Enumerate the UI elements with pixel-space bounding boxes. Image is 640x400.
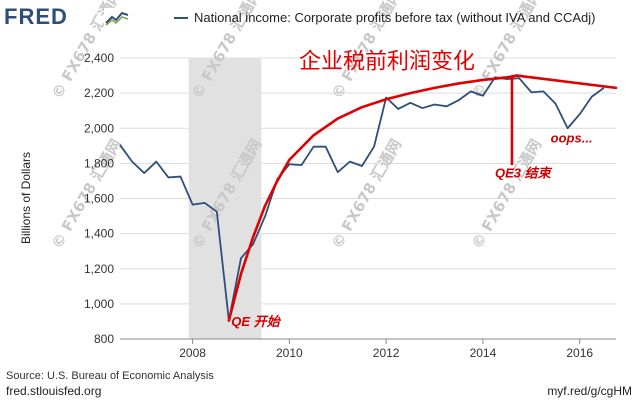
y-tick-label: 1,600	[84, 192, 114, 206]
y-tick-label: 2,200	[84, 86, 114, 100]
annotation-label: QE3 结束	[495, 165, 553, 180]
watermark-text: © FX678 汇通网	[468, 136, 545, 252]
x-tick-label: 2010	[276, 346, 303, 360]
annotation-layer: 企业税前利润变化 QE 开始 QE3 结束 oops...	[231, 50, 592, 329]
annotation-label: QE 开始	[231, 314, 281, 329]
x-tick-label: 2016	[566, 346, 593, 360]
fred-logo[interactable]: FRED	[4, 4, 68, 29]
x-tick-label: 2008	[179, 346, 206, 360]
y-axis-title: Billions of Dollars	[19, 152, 33, 244]
series-layer	[119, 76, 605, 322]
y-tick-label: 1,000	[84, 297, 114, 311]
x-tick-label: 2012	[373, 346, 400, 360]
overlay-layer	[227, 74, 618, 322]
x-tick-label: 2014	[470, 346, 497, 360]
legend-label: National income: Corporate profits befor…	[194, 10, 596, 25]
footer-short-link[interactable]: myf.red/g/cgHM	[547, 384, 632, 398]
y-tick-label: 2,400	[84, 51, 114, 65]
annotation-label: oops...	[551, 130, 593, 145]
y-tick-label: 1,400	[84, 227, 114, 241]
footer-site-link[interactable]: fred.stlouisfed.org	[6, 384, 102, 398]
chart-header: FRED National income: Corporate profits …	[0, 0, 640, 48]
trend-curve	[227, 74, 519, 322]
annotation-title: 企业税前利润变化	[299, 50, 475, 75]
watermark-text: © FX678 汇通网	[328, 136, 405, 252]
trend-down-line	[515, 74, 618, 90]
fred-line-icon	[104, 8, 130, 26]
y-tick-label: 2,000	[84, 121, 114, 135]
y-tick-labels: 800 1,000 1,200 1,400 1,600 1,800 2,000 2,200 2,…	[84, 51, 114, 346]
y-tick-label: 1,800	[84, 156, 114, 170]
x-tick-labels: 2008 2010 2012 2014 2016	[120, 338, 616, 360]
source-note: Source: U.S. Bureau of Economic Analysis	[6, 370, 214, 382]
series-line	[119, 76, 605, 322]
y-tick-label: 800	[94, 332, 114, 346]
y-tick-label: 1,200	[84, 262, 114, 276]
legend-swatch	[174, 17, 188, 19]
